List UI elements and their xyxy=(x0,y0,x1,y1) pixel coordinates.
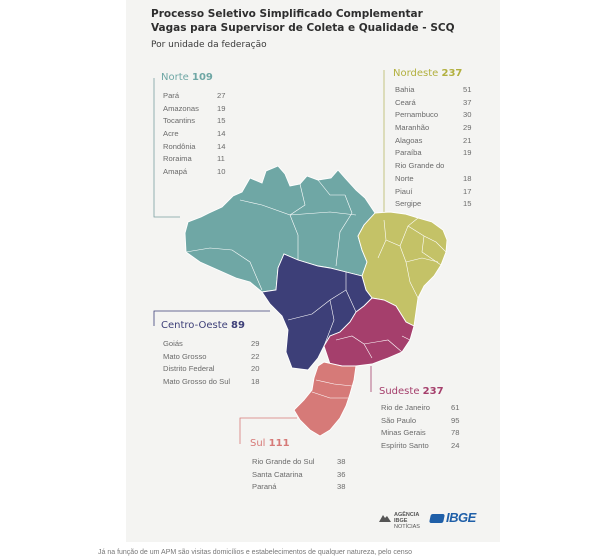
sul-total: 111 xyxy=(268,438,290,449)
centro-oeste-name: Centro-Oeste xyxy=(161,320,228,331)
list-item: Espírito Santo 24 xyxy=(381,441,460,451)
agencia-logo-text: AGÊNCIA IBGE NOTÍCIAS xyxy=(394,512,420,530)
list-item: Ceará 37 xyxy=(395,97,472,107)
norte-total: 109 xyxy=(191,72,213,83)
nordeste-total: 237 xyxy=(441,68,463,79)
agencia-noticias-icon xyxy=(379,515,391,522)
sudeste-total: 237 xyxy=(422,386,444,397)
list-item: Santa Catarina 36 xyxy=(252,469,346,479)
list-item: Amazonas 19 xyxy=(163,103,226,113)
sul-name: Sul xyxy=(250,438,266,449)
nordeste-name: Nordeste xyxy=(393,68,439,79)
list-item: Acre 14 xyxy=(163,129,226,139)
list-item: Amapá 10 xyxy=(163,167,226,177)
norte-leader-line xyxy=(153,78,180,218)
list-item: Tocantins 15 xyxy=(163,116,226,126)
sul-list: Rio Grande do Sul 38 Santa Catarina 36 Par… xyxy=(252,456,356,494)
list-item: São Paulo 95 xyxy=(381,415,460,425)
list-item: Rondônia 14 xyxy=(163,141,226,151)
centro-oeste-heading: Centro-Oeste 89 xyxy=(161,320,245,331)
sul-heading: Sul 111 xyxy=(250,438,290,449)
nordeste-list: Bahia 51 Ceará 37 Pernambuco 30 Maranhão 29 … xyxy=(395,84,475,211)
list-item: Roraima 11 xyxy=(163,154,225,164)
logos: AGÊNCIA IBGE NOTÍCIAS IBGE xyxy=(378,510,482,530)
list-item: Bahia 51 xyxy=(395,85,472,94)
norte-name: Norte xyxy=(161,72,189,83)
sul-leader-line xyxy=(239,417,297,444)
list-item: Alagoas 21 xyxy=(395,135,472,145)
title-line-1: Processo Seletivo Simplificado Complemen… xyxy=(151,8,423,20)
ibge-logo-text: IBGE xyxy=(446,510,476,525)
list-item: Pará 27 xyxy=(163,91,226,100)
list-item: Mato Grosso do Sul 18 xyxy=(163,377,260,387)
list-item: Distrito Federal 20 xyxy=(163,364,260,374)
infographic-title: Processo Seletivo Simplificado Complemen… xyxy=(151,7,481,35)
nordeste-heading: Nordeste 237 xyxy=(393,68,462,79)
sudeste-heading: Sudeste 237 xyxy=(379,386,444,397)
sudeste-list: Rio de Janeiro 61 São Paulo 95 Minas Gerai… xyxy=(381,402,471,453)
region-nordeste-shape[interactable] xyxy=(357,211,448,327)
centro-oeste-list: Goiás 29 Mato Grosso 22 Distrito Federal 20… xyxy=(163,338,267,389)
centro-oeste-leader-line xyxy=(153,310,270,326)
list-item: Pernambuco 30 xyxy=(395,110,472,120)
list-item: Rio de Janeiro 61 xyxy=(381,403,460,412)
norte-list: Pará 27 Amazonas 19 Tocantins 15 Acre 14 Ron… xyxy=(163,90,227,179)
ibge-logo-icon xyxy=(429,514,445,523)
list-item: Piauí 17 xyxy=(395,186,472,196)
list-item: Rio Grande do Norte 18 xyxy=(395,161,472,183)
title-line-2: Vagas para Supervisor de Coleta e Qualid… xyxy=(151,22,455,34)
list-item: Paraíba 19 xyxy=(395,148,472,158)
norte-heading: Norte 109 xyxy=(161,72,213,83)
list-item: Minas Gerais 78 xyxy=(381,428,460,438)
region-sul-shape[interactable] xyxy=(293,361,357,437)
infographic-subtitle: Por unidade da federação xyxy=(151,40,267,50)
list-item: Rio Grande do Sul 38 xyxy=(252,457,346,466)
centro-oeste-total: 89 xyxy=(230,320,245,331)
article-text-fragment: Já na função de um APM são visitas domic… xyxy=(98,549,413,556)
list-item: Maranhão 29 xyxy=(395,123,472,133)
list-item: Paraná 38 xyxy=(252,482,346,492)
list-item: Sergipe 15 xyxy=(395,199,472,209)
list-item: Goiás 29 xyxy=(163,339,260,348)
sudeste-name: Sudeste xyxy=(379,386,420,397)
list-item: Mato Grosso 22 xyxy=(163,351,260,361)
